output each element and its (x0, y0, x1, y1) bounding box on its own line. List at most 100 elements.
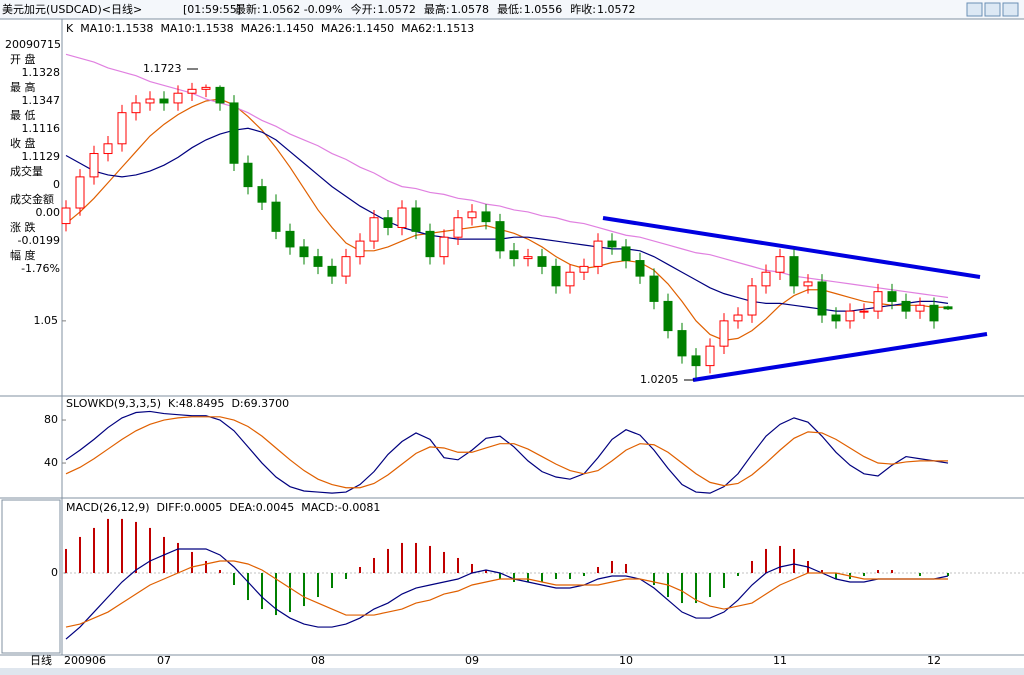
legend-entry: MA26:1.1450 (241, 22, 314, 35)
legend-entry: D:69.3700 (231, 397, 289, 410)
candle-body (789, 256, 799, 287)
header-label: 最高: (424, 2, 450, 16)
info-label: 开 盘 (10, 52, 36, 66)
legend-entry: K (66, 22, 74, 35)
candle-body (887, 291, 897, 302)
candle-body (299, 246, 309, 258)
ma-line (65, 127, 949, 312)
header-value: 1.0578 (451, 3, 490, 16)
candle-body (215, 86, 225, 104)
header-time: [01:59:55] (183, 3, 241, 16)
candle-body (537, 256, 547, 267)
y-tick-label: 40 (44, 456, 58, 469)
candle-body (425, 230, 435, 258)
candle-body (383, 217, 393, 228)
candle-body (439, 236, 449, 258)
candle-body (75, 176, 85, 209)
candle-body (341, 256, 351, 277)
candle-body (621, 246, 631, 262)
candle-body (103, 143, 113, 155)
header-label: 最新: (235, 2, 261, 16)
candle-body (523, 256, 533, 260)
header-bar (0, 0, 1024, 19)
info-value: -0.0199 (18, 234, 60, 247)
trend-line (602, 216, 981, 279)
button[interactable] (966, 2, 983, 17)
x-tick-label: 09 (465, 654, 479, 667)
button[interactable] (1002, 2, 1019, 17)
x-tick-label: 10 (619, 654, 633, 667)
candle-body (117, 112, 127, 145)
button[interactable] (984, 2, 1001, 17)
candle-body (845, 310, 855, 322)
info-value: 1.1328 (22, 66, 61, 79)
x-tick-label: 08 (311, 654, 325, 667)
y-tick-label: 0 (51, 566, 58, 579)
header-value: 1.0562 -0.09% (262, 3, 343, 16)
legend-entry: MACD:-0.0081 (301, 501, 380, 514)
candle-body (775, 256, 785, 273)
candle-body (607, 240, 617, 248)
info-label: 幅 度 (10, 248, 36, 262)
header-value: 1.0572 (377, 3, 416, 16)
indicator-line (65, 416, 948, 489)
info-value: -1.76% (21, 262, 60, 275)
candle-body (313, 256, 323, 267)
candle-body (397, 207, 407, 228)
info-label: 成交量 (10, 164, 43, 178)
candle-body (327, 265, 337, 277)
candle-body (411, 207, 421, 232)
ma-line (65, 98, 948, 341)
info-label: 最 高 (10, 80, 36, 94)
legend-entry: MA62:1.1513 (401, 22, 474, 35)
period-label: 日线 (30, 653, 52, 667)
candle-body (61, 207, 71, 225)
candle-body (201, 86, 211, 90)
indicator-line (65, 548, 949, 640)
candle-body (761, 271, 771, 287)
y-tick-label: 1.05 (34, 314, 59, 327)
candle-body (509, 250, 519, 260)
header-value: 1.0556 (524, 3, 563, 16)
indicator-line (65, 560, 948, 628)
candle-body (873, 291, 883, 312)
y-tick-label: 80 (44, 413, 58, 426)
candle-body (803, 281, 813, 287)
candle-body (649, 275, 659, 302)
legend-entry: K:48.8495 (168, 397, 224, 410)
header-title: 美元加元(USDCAD)<日线> (2, 2, 142, 16)
header-value: 1.0572 (597, 3, 636, 16)
candle-body (831, 314, 841, 322)
candle-body (551, 265, 561, 287)
legend-entry: MACD(26,12,9) (66, 501, 150, 514)
window-buttons[interactable] (966, 2, 1019, 17)
candle-body (901, 300, 911, 312)
info-value: 1.1129 (22, 150, 61, 163)
empty-box (1, 499, 61, 654)
candle-body (453, 217, 463, 238)
candle-body (579, 265, 589, 273)
info-value: 0 (53, 178, 60, 191)
candle-body (677, 330, 687, 357)
x-tick-label: 12 (927, 654, 941, 667)
candle-body (943, 306, 953, 310)
candle-body (173, 92, 183, 104)
candle-body (593, 240, 603, 267)
candle-body (257, 186, 267, 203)
header-label: 今开: (351, 2, 377, 16)
candle-body (691, 355, 701, 367)
legend-entry: MA10:1.1538 (160, 22, 233, 35)
x-tick-label: 11 (773, 654, 787, 667)
candle-body (635, 260, 645, 277)
legend-entry: DIFF:0.0005 (157, 501, 223, 514)
annotation: 1.1723 (143, 62, 182, 75)
candle-body (271, 201, 281, 232)
candle-body (481, 211, 491, 223)
status-bar (0, 668, 1024, 675)
x-tick-label: 200906 (64, 654, 106, 667)
candle-body (747, 285, 757, 316)
info-value: 1.1347 (22, 94, 61, 107)
info-value: 1.1116 (22, 122, 61, 135)
info-label: 涨 跌 (10, 220, 36, 234)
